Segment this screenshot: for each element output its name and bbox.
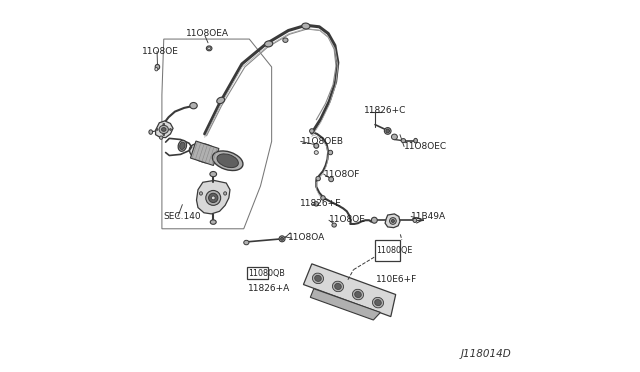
Ellipse shape (314, 144, 319, 148)
Ellipse shape (374, 299, 381, 306)
Polygon shape (196, 180, 230, 214)
Bar (375, 240, 401, 261)
Ellipse shape (392, 134, 397, 140)
Ellipse shape (413, 138, 417, 143)
Text: 11B49A: 11B49A (411, 212, 446, 221)
Ellipse shape (328, 150, 333, 155)
Ellipse shape (332, 281, 344, 292)
Ellipse shape (314, 202, 319, 206)
Ellipse shape (314, 151, 318, 154)
Ellipse shape (211, 220, 216, 224)
Polygon shape (303, 264, 396, 317)
Polygon shape (310, 289, 380, 320)
Text: 11826+A: 11826+A (248, 284, 291, 293)
Ellipse shape (206, 190, 221, 205)
Text: J118014D: J118014D (461, 349, 511, 359)
Ellipse shape (244, 240, 249, 245)
Ellipse shape (279, 236, 285, 242)
Ellipse shape (223, 192, 227, 195)
Ellipse shape (316, 176, 321, 181)
Polygon shape (156, 121, 173, 138)
Ellipse shape (159, 125, 168, 134)
Ellipse shape (209, 193, 218, 202)
Ellipse shape (413, 218, 417, 222)
Text: 11080QB: 11080QB (248, 269, 285, 278)
Ellipse shape (315, 275, 321, 281)
Ellipse shape (310, 129, 314, 133)
Ellipse shape (353, 289, 364, 300)
Ellipse shape (280, 237, 284, 240)
Ellipse shape (329, 177, 333, 182)
Ellipse shape (332, 223, 337, 227)
Ellipse shape (159, 136, 163, 140)
Text: 11O8OEB: 11O8OEB (301, 137, 344, 146)
Text: 110E6+F: 110E6+F (376, 275, 417, 284)
Ellipse shape (264, 41, 273, 47)
Text: 11080QE: 11080QE (376, 246, 412, 255)
Text: 11826+E: 11826+E (300, 199, 342, 208)
Ellipse shape (155, 68, 158, 71)
Ellipse shape (206, 46, 212, 51)
Text: 11O8OE: 11O8OE (329, 215, 366, 224)
Ellipse shape (392, 219, 394, 222)
Ellipse shape (200, 192, 202, 195)
Ellipse shape (372, 297, 383, 308)
Ellipse shape (178, 140, 187, 151)
Text: 11O8OF: 11O8OF (324, 170, 360, 179)
Ellipse shape (312, 273, 323, 283)
Ellipse shape (335, 283, 341, 289)
Ellipse shape (371, 217, 378, 223)
Ellipse shape (163, 123, 164, 125)
Polygon shape (191, 141, 219, 166)
Ellipse shape (170, 129, 172, 131)
Ellipse shape (401, 139, 406, 143)
Text: 11826+C: 11826+C (364, 106, 406, 115)
Ellipse shape (390, 218, 396, 224)
Text: 11O8OEA: 11O8OEA (186, 29, 229, 38)
Ellipse shape (283, 38, 288, 42)
Ellipse shape (210, 171, 216, 177)
Text: 11O8OEC: 11O8OEC (404, 142, 447, 151)
Ellipse shape (156, 129, 158, 131)
Ellipse shape (156, 64, 159, 70)
Ellipse shape (217, 97, 225, 104)
Ellipse shape (161, 128, 166, 131)
Text: 11O8OE: 11O8OE (142, 47, 179, 56)
Ellipse shape (321, 196, 325, 200)
Ellipse shape (386, 129, 390, 133)
Polygon shape (385, 214, 400, 228)
Ellipse shape (163, 134, 164, 136)
Text: 11O8OA: 11O8OA (289, 233, 326, 242)
Ellipse shape (217, 154, 238, 168)
Ellipse shape (207, 47, 211, 50)
Ellipse shape (385, 128, 391, 134)
Ellipse shape (190, 103, 197, 109)
Ellipse shape (211, 196, 215, 200)
Bar (248, 267, 268, 279)
Text: SEC.140: SEC.140 (163, 212, 201, 221)
Ellipse shape (189, 144, 220, 163)
Ellipse shape (149, 130, 152, 134)
Ellipse shape (212, 151, 243, 170)
Ellipse shape (180, 142, 185, 150)
Ellipse shape (302, 23, 310, 29)
Ellipse shape (355, 292, 362, 298)
